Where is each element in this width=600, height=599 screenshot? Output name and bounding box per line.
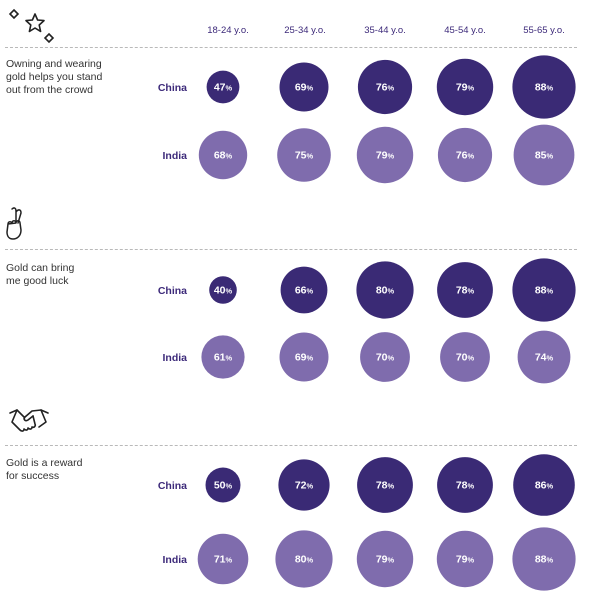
row-label-india: India <box>162 150 187 162</box>
bubble-china <box>280 266 328 314</box>
row-label-india: India <box>162 554 187 566</box>
bubble-india <box>201 335 245 379</box>
statement-label-line: gold helps you stand <box>6 71 103 83</box>
bubble-value-label: 78% <box>456 480 475 492</box>
bubble-china <box>357 457 413 513</box>
bubble-value-label: 76% <box>376 82 395 94</box>
statement-label-line: Gold is a reward <box>6 457 83 469</box>
section-divider <box>5 47 577 48</box>
bubble-india <box>356 126 414 184</box>
bubble-china <box>437 262 493 318</box>
bubble-india <box>356 530 414 588</box>
bubble-value-label: 66% <box>295 285 314 297</box>
column-header-55-65: 55-65 y.o. <box>523 25 565 36</box>
bubble-india <box>279 332 329 382</box>
handshake-icon <box>9 409 49 432</box>
crossed-fingers-icon <box>6 207 22 240</box>
bubble-value-label: 79% <box>376 150 395 162</box>
bubble-china <box>513 454 575 516</box>
stars-icon <box>8 8 55 44</box>
bubble-india <box>277 128 331 182</box>
bubble-value-label: 50% <box>214 480 233 492</box>
bubble-india <box>517 330 571 384</box>
row-label-india: India <box>162 352 187 364</box>
bubble-value-label: 70% <box>456 352 475 364</box>
bubble-india <box>513 124 575 186</box>
column-header-35-44: 35-44 y.o. <box>364 25 406 36</box>
bubble-china <box>206 70 240 104</box>
bubble-value-label: 72% <box>295 480 314 492</box>
bubble-china <box>512 55 576 119</box>
bubble-china <box>279 62 329 112</box>
bubble-value-label: 68% <box>214 150 233 162</box>
bubble-value-label: 88% <box>535 82 554 94</box>
bubble-china <box>209 276 237 304</box>
statement-label-line: me good luck <box>6 275 69 287</box>
bubble-india <box>197 533 249 585</box>
bubble-value-label: 79% <box>456 554 475 566</box>
bubble-india <box>360 332 410 382</box>
statement-label-line: for success <box>6 470 60 482</box>
bubble-india <box>437 127 493 183</box>
bubble-india <box>512 527 576 591</box>
bubble-value-label: 85% <box>535 150 554 162</box>
bubble-value-label: 80% <box>376 285 395 297</box>
bubble-china <box>356 261 414 319</box>
bubble-china <box>205 467 241 503</box>
row-label-china: China <box>158 82 187 94</box>
bubble-india <box>440 332 490 382</box>
bubble-india <box>436 530 494 588</box>
bubble-value-label: 69% <box>295 352 314 364</box>
statement-label-reward: Gold is a reward for success <box>6 457 141 483</box>
bubble-value-label: 78% <box>376 480 395 492</box>
bubble-value-label: 88% <box>535 554 554 566</box>
bubble-value-label: 69% <box>295 82 314 94</box>
bubble-value-label: 47% <box>214 82 233 94</box>
column-header-18-24: 18-24 y.o. <box>207 25 249 36</box>
bubble-china <box>357 59 413 115</box>
bubble-value-label: 40% <box>214 285 233 297</box>
bubble-value-label: 86% <box>535 480 554 492</box>
bubble-china <box>437 457 493 513</box>
statement-label-line: out from the crowd <box>6 84 93 96</box>
bubble-value-label: 71% <box>214 554 233 566</box>
bubble-value-label: 79% <box>376 554 395 566</box>
bubble-value-label: 80% <box>295 554 314 566</box>
column-header-45-54: 45-54 y.o. <box>444 25 486 36</box>
statement-label-line: Gold can bring <box>6 262 75 274</box>
bubble-china <box>436 58 494 116</box>
bubble-value-label: 74% <box>535 352 554 364</box>
bubble-value-label: 61% <box>214 352 233 364</box>
bubble-india <box>198 130 248 180</box>
section-divider <box>5 249 577 250</box>
section-divider <box>5 445 577 446</box>
bubble-india <box>275 530 333 588</box>
bubble-value-label: 75% <box>295 150 314 162</box>
bubble-value-label: 76% <box>456 150 475 162</box>
bubble-china <box>278 459 330 511</box>
bubble-value-label: 70% <box>376 352 395 364</box>
bubble-china <box>512 258 576 322</box>
bubble-value-label: 78% <box>456 285 475 297</box>
row-label-china: China <box>158 285 187 297</box>
row-label-china: China <box>158 480 187 492</box>
statement-label-line: Owning and wearing <box>6 58 102 70</box>
statement-label-good-luck: Gold can bring me good luck <box>6 262 141 288</box>
bubble-value-label: 79% <box>456 82 475 94</box>
statement-label-stand-out: Owning and wearing gold helps you stand … <box>6 58 141 97</box>
column-header-25-34: 25-34 y.o. <box>284 25 326 36</box>
bubble-value-label: 88% <box>535 285 554 297</box>
